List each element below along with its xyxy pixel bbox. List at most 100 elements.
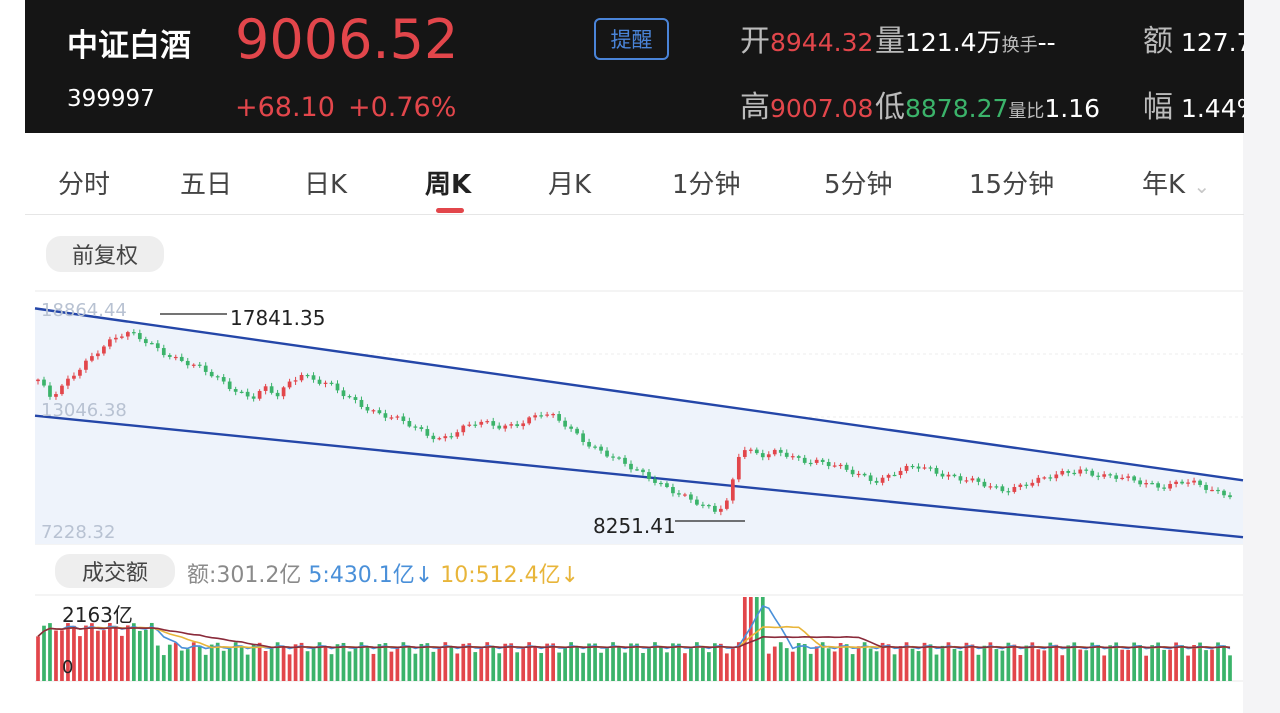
volume-bar — [233, 642, 238, 681]
volume-bar — [48, 623, 52, 681]
volume-bar — [509, 643, 514, 681]
candle-body — [1096, 475, 1101, 477]
candle-body — [617, 457, 621, 459]
tab-5-minute[interactable]: 5分钟 — [824, 170, 893, 200]
volume-bar — [515, 652, 520, 681]
candle-body — [551, 414, 555, 416]
volume-bar — [910, 648, 915, 681]
volume-bar — [305, 651, 310, 681]
candle-body — [754, 449, 759, 454]
tab-monthly-k[interactable]: 月K — [548, 170, 592, 200]
candle-body — [623, 457, 627, 464]
candle-body — [353, 397, 358, 400]
candle-body — [299, 374, 304, 381]
volume-bar — [838, 642, 843, 681]
candle-body — [683, 494, 687, 496]
volume-bar — [1090, 642, 1095, 681]
volume-bar — [359, 642, 364, 681]
candle-body — [185, 360, 190, 366]
candle-body — [281, 387, 286, 397]
candle-body — [970, 478, 975, 481]
volume-bar — [695, 642, 699, 681]
volume-panel-title[interactable]: 成交额 — [55, 554, 175, 588]
candle-body — [826, 461, 831, 467]
candle-body — [778, 449, 783, 453]
candle-body — [605, 450, 609, 457]
alert-button[interactable]: 提醒 — [594, 18, 669, 60]
candle-body — [209, 371, 214, 377]
volume-bar — [437, 647, 442, 681]
candle-body — [1174, 481, 1178, 484]
candle-body — [1102, 474, 1107, 477]
volume-bar — [1174, 642, 1178, 681]
candle-body — [1090, 470, 1095, 476]
volume-bar — [1144, 655, 1148, 681]
volume-bar — [659, 647, 663, 681]
candle-body — [251, 396, 256, 399]
volume-bar — [1186, 655, 1190, 681]
candle-body — [203, 365, 208, 372]
candle-body — [329, 382, 334, 384]
candle-body — [389, 417, 394, 419]
candle-body — [820, 459, 825, 462]
candle-body — [341, 390, 346, 397]
volume-bar — [982, 645, 987, 681]
volume-bar — [383, 643, 388, 681]
candle-body — [557, 414, 561, 421]
candle-body — [431, 435, 436, 440]
candle-body — [497, 425, 502, 429]
candle-body — [695, 499, 699, 505]
candle-body — [730, 479, 735, 501]
candle-body — [940, 473, 945, 477]
volume-amount: 额:301.2亿 — [187, 563, 302, 588]
open-label: 开 — [740, 24, 770, 59]
candle-body — [1132, 476, 1137, 481]
volume-zero-label: 0 — [62, 657, 73, 678]
tab-intraday[interactable]: 分时 — [58, 170, 111, 200]
amount-value: 127.7 — [1180, 28, 1244, 57]
candle-body — [102, 346, 106, 354]
candle-body — [84, 360, 88, 370]
tab-1-minute[interactable]: 1分钟 — [672, 170, 741, 200]
tab-daily-k[interactable]: 日K — [304, 170, 348, 200]
amplitude-label: 幅 — [1143, 90, 1173, 125]
candle-body — [760, 453, 765, 458]
volume-bar — [533, 647, 538, 681]
vol-ratio-label: 量比 — [1008, 101, 1045, 122]
candle-body — [60, 385, 64, 395]
candle-body — [347, 396, 352, 398]
open-stat: 开8944.32 — [740, 16, 873, 60]
candle-body — [191, 364, 196, 366]
volume-bar — [287, 654, 292, 681]
tab-five-day[interactable]: 五日 — [180, 170, 233, 200]
volume-bar — [1036, 649, 1041, 681]
candle-body — [131, 332, 136, 334]
volume-bar — [1168, 649, 1172, 681]
volume-ma5-arrow: ↓ — [414, 563, 434, 588]
candle-body — [952, 474, 957, 477]
volume-bar — [970, 644, 975, 681]
candle-body — [233, 389, 238, 392]
candle-body — [120, 336, 124, 338]
adjust-toggle[interactable]: 前复权 — [46, 236, 164, 272]
volume-stat: 量121.4万换手-- — [875, 16, 1056, 60]
candle-body — [371, 410, 376, 412]
volume-bar — [1024, 645, 1029, 681]
volume-bar — [1138, 645, 1143, 681]
volume-bar — [1120, 649, 1125, 681]
volume-bar — [946, 642, 951, 681]
volume-bar — [886, 644, 891, 681]
candle-body — [227, 381, 232, 390]
volume-bar — [461, 643, 466, 681]
tab-weekly-k[interactable]: 周K — [425, 170, 472, 200]
tab-15-minute[interactable]: 15分钟 — [969, 170, 1055, 200]
index-name: 中证白酒 — [67, 28, 191, 64]
candle-body — [748, 449, 753, 451]
volume-bar — [1162, 649, 1166, 681]
tab-yearly-k[interactable]: 年K ⌄ — [1142, 164, 1210, 201]
volume-bar — [1048, 642, 1053, 681]
volume-bar — [647, 647, 651, 681]
channel-fill — [35, 308, 1243, 544]
low-annotation-label: 8251.41 — [593, 514, 676, 538]
volume-bar — [1180, 645, 1184, 681]
